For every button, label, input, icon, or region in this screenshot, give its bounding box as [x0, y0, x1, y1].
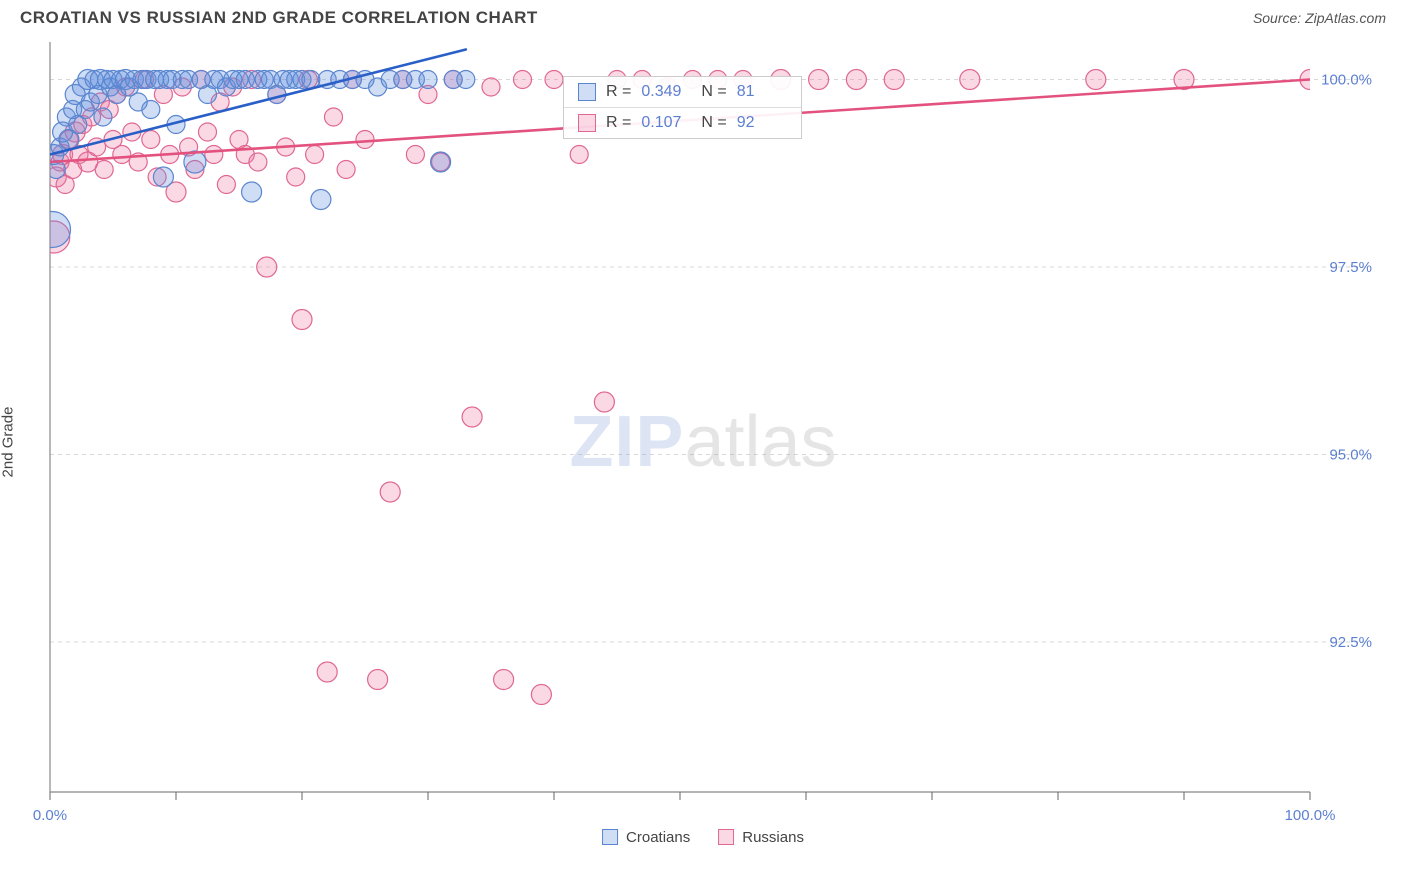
source-name: ZipAtlas.com — [1305, 10, 1386, 26]
legend-r-value: 0.349 — [641, 83, 691, 101]
legend-row: R = 0.107 N = 92 — [564, 108, 801, 138]
svg-text:0.0%: 0.0% — [33, 807, 67, 824]
series-legend: Croatians Russians — [602, 829, 804, 846]
source-attribution: Source: ZipAtlas.com — [1253, 10, 1386, 26]
chart-title: CROATIAN VS RUSSIAN 2ND GRADE CORRELATIO… — [20, 8, 538, 28]
svg-text:100.0%: 100.0% — [1321, 72, 1372, 89]
legend-swatch — [578, 114, 596, 132]
y-axis-label: 2nd Grade — [0, 407, 17, 478]
legend-swatch — [602, 829, 618, 845]
legend-swatch — [578, 83, 596, 101]
svg-text:92.5%: 92.5% — [1329, 634, 1372, 651]
legend-swatch — [718, 829, 734, 845]
legend-row: R = 0.349 N = 81 — [564, 77, 801, 108]
legend-r-value: 0.107 — [641, 114, 691, 132]
scatter-chart-svg: 0.0% 100.0% 92.5% 95.0% 97.5% 100.0% — [0, 32, 1380, 852]
legend-r-label: R = — [606, 114, 631, 132]
legend-label: Russians — [742, 829, 804, 846]
chart-area: 2nd Grade 0.0% 100.0% 92.5% 95.0% 97.5% 100.0… — [0, 32, 1406, 852]
chart-header: CROATIAN VS RUSSIAN 2ND GRADE CORRELATIO… — [0, 0, 1406, 32]
legend-r-label: R = — [606, 83, 631, 101]
legend-n-label: N = — [701, 83, 726, 101]
legend-label: Croatians — [626, 829, 690, 846]
legend-n-value: 92 — [737, 114, 787, 132]
svg-text:95.0%: 95.0% — [1329, 447, 1372, 464]
legend-n-value: 81 — [737, 83, 787, 101]
source-prefix: Source: — [1253, 10, 1305, 26]
svg-text:97.5%: 97.5% — [1329, 259, 1372, 276]
correlation-legend: R = 0.349 N = 81 R = 0.107 N = 92 — [563, 76, 802, 139]
legend-n-label: N = — [701, 114, 726, 132]
legend-item: Croatians — [602, 829, 690, 846]
svg-text:100.0%: 100.0% — [1285, 807, 1336, 824]
legend-item: Russians — [718, 829, 804, 846]
